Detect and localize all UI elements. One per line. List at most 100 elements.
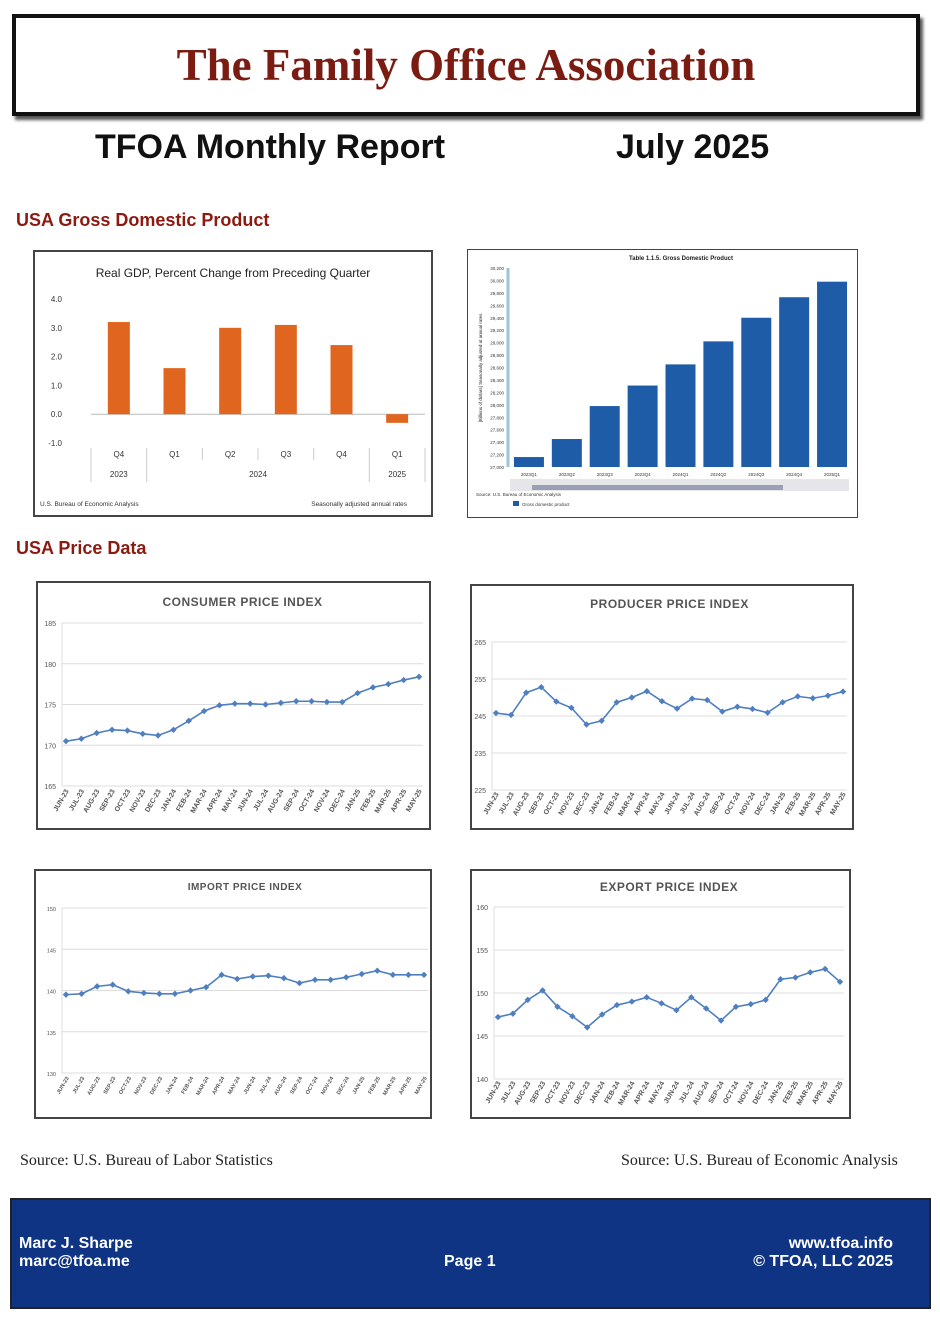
x-tick-label: APR-25 xyxy=(398,1076,413,1096)
x-tick-label: APR-24 xyxy=(211,1075,226,1096)
data-point xyxy=(420,971,428,979)
y-tick-label: 150 xyxy=(47,907,56,913)
bar xyxy=(330,345,353,415)
data-point xyxy=(794,693,801,700)
x-tick-label: MAR-25 xyxy=(382,1076,397,1097)
year-label: 2025 xyxy=(388,470,406,479)
gdp-growth-chart: Real GDP, Percent Change from Preceding … xyxy=(33,250,433,517)
x-tick-label: DEC-24 xyxy=(336,1075,351,1096)
series-line xyxy=(65,676,420,742)
y-tick-label: 27,600 xyxy=(490,428,504,433)
x-tick-label: SEP-23 xyxy=(103,1076,118,1095)
y-tick-label: 29,200 xyxy=(490,328,504,333)
y-tick-label: 180 xyxy=(44,662,56,669)
data-point xyxy=(598,1011,606,1018)
data-point xyxy=(109,981,116,988)
x-tick-label: JUL-24 xyxy=(259,1075,274,1095)
y-tick-label: 28,200 xyxy=(490,390,504,395)
y-tick-label: 29,400 xyxy=(490,316,504,321)
y-tick-label: 150 xyxy=(476,991,488,998)
data-point xyxy=(249,973,256,980)
data-point xyxy=(262,701,269,708)
data-point xyxy=(658,1000,665,1007)
export-price-chart: EXPORT PRICE INDEX 160 155 150 145 140 JUN-23 J… xyxy=(470,869,851,1119)
data-point xyxy=(554,1003,561,1010)
section-heading-price: USA Price Data xyxy=(16,538,147,558)
y-tick-label: 175 xyxy=(44,703,56,710)
data-point xyxy=(400,676,407,684)
bar xyxy=(589,406,620,467)
x-tick-label: 2023Q1 xyxy=(521,472,538,477)
y-tick-label: 135 xyxy=(47,1031,56,1037)
y-tick-label: -1.0 xyxy=(48,439,62,448)
footnote-right: Seasonally adjusted annual rates xyxy=(311,501,408,508)
x-tick-label: NOV-23 xyxy=(134,1076,149,1096)
x-tick-label: NOV-24 xyxy=(320,1075,335,1096)
bar xyxy=(219,327,242,415)
y-tick-label: 265 xyxy=(474,640,486,647)
chart-title: Table 1.1.5. Gross Domestic Product xyxy=(629,256,733,262)
y-tick-label: 29,600 xyxy=(490,303,504,308)
y-tick-label: 160 xyxy=(476,905,488,912)
footer-copyright: © TFOA, LLC 2025 xyxy=(753,1253,893,1270)
source-left: Source: U.S. Bureau of Labor Statistics xyxy=(20,1152,273,1169)
y-tick-label: 145 xyxy=(476,1034,488,1041)
data-point xyxy=(747,1000,754,1008)
x-tick-label: OCT-23 xyxy=(118,1076,133,1096)
data-point xyxy=(732,1003,740,1010)
data-point xyxy=(231,700,239,707)
y-tick-label: 28,400 xyxy=(490,378,504,383)
y-tick-label: 130 xyxy=(47,1072,56,1078)
x-tick-label: 2023Q4 xyxy=(635,472,652,477)
y-tick-label: 28,600 xyxy=(490,366,504,371)
data-point xyxy=(78,990,85,997)
data-point xyxy=(749,705,756,713)
y-tick-label: 29,800 xyxy=(490,291,504,296)
data-point xyxy=(62,991,70,998)
data-point xyxy=(809,695,817,702)
x-tick-label: AUG-24 xyxy=(273,1075,289,1096)
data-point xyxy=(293,698,300,705)
y-tick-label: 28,000 xyxy=(490,403,504,408)
data-point xyxy=(839,688,847,695)
x-tick-label: JUL-23 xyxy=(72,1076,86,1095)
y-tick-label: 185 xyxy=(44,621,56,628)
x-tick-label: Q1 xyxy=(169,450,180,459)
data-point xyxy=(277,699,285,707)
data-point xyxy=(93,729,100,737)
scroll-thumb xyxy=(532,485,783,490)
x-tick-label: Q1 xyxy=(392,450,403,459)
series-line xyxy=(495,686,844,726)
bar xyxy=(163,368,186,415)
data-point xyxy=(494,1013,502,1021)
data-point xyxy=(246,700,254,707)
x-tick-label: AUG-23 xyxy=(87,1076,102,1096)
footer-name: Marc J. Sharpe xyxy=(19,1235,133,1252)
data-point xyxy=(216,702,223,709)
data-point xyxy=(643,994,650,1001)
source-note: Source: U.S. Bureau of Economic Analysis xyxy=(476,492,562,497)
x-tick-label: Q4 xyxy=(336,450,347,459)
bar xyxy=(817,281,848,467)
y-tick-label: 0.0 xyxy=(51,410,63,419)
x-tick-label: Q3 xyxy=(280,450,291,459)
x-tick-label: DEC-23 xyxy=(149,1076,164,1096)
data-point xyxy=(125,988,132,995)
y-tick-label: 145 xyxy=(47,948,56,954)
footer-website[interactable]: www.tfoa.info xyxy=(788,1235,893,1252)
data-point xyxy=(792,974,799,981)
source-right: Source: U.S. Bureau of Economic Analysis xyxy=(621,1152,898,1169)
x-tick-label: 2025Q1 xyxy=(824,472,841,477)
y-tick-label: 27,200 xyxy=(490,453,504,458)
data-point xyxy=(308,698,315,705)
footer-email[interactable]: marc@tfoa.me xyxy=(19,1253,130,1270)
data-point xyxy=(296,979,303,987)
footnote-left: U.S. Bureau of Economic Analysis xyxy=(40,501,139,508)
data-point xyxy=(139,730,146,738)
x-tick-label: MAY-25 xyxy=(414,1076,429,1096)
data-point xyxy=(369,684,377,691)
title-banner: The Family Office Association xyxy=(12,14,920,116)
import-price-chart: IMPORT PRICE INDEX 150 145 140 135 130 JUN-23 J… xyxy=(34,869,432,1119)
gdp-level-chart: Table 1.1.5. Gross Domestic Product [Bill… xyxy=(467,249,858,518)
data-point xyxy=(170,726,177,733)
